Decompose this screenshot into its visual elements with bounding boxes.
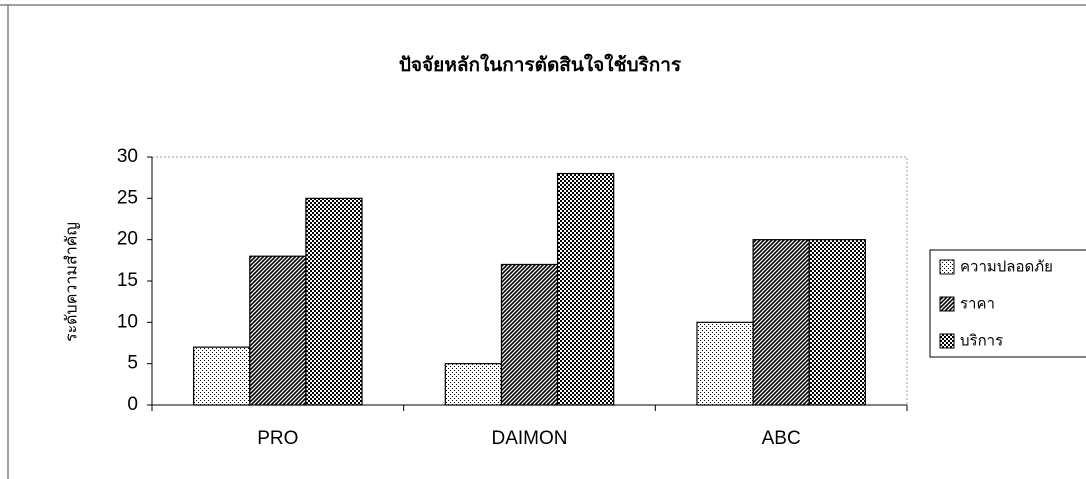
bar (808, 239, 866, 406)
y-tick-label: 30 (117, 146, 138, 167)
legend-label: ความปลอดภัย (960, 258, 1053, 276)
x-tick-label: PRO (257, 428, 298, 449)
bar (305, 197, 363, 406)
bar (556, 172, 615, 406)
y-tick-label: 15 (117, 270, 138, 291)
y-tick-label: 5 (127, 353, 138, 374)
y-tick-label: 20 (117, 229, 138, 250)
legend-label: ราคา (960, 295, 995, 313)
bar (752, 239, 810, 406)
legend-swatch (939, 259, 955, 275)
x-tick-label: ABC (762, 428, 801, 449)
y-axis-label: ระดับความสำคัญ (62, 222, 81, 342)
y-tick-label: 25 (117, 187, 138, 208)
bar (696, 321, 754, 406)
legend-box (929, 249, 1086, 358)
chart-title: ปัจจัยหลักในการตัดสินใจใช้บริการ (399, 53, 682, 76)
bar (249, 255, 307, 406)
y-tick-label: 0 (127, 394, 138, 415)
x-tick-label: DAIMON (492, 428, 568, 449)
bar (500, 263, 559, 406)
legend-swatch (939, 296, 955, 312)
bar (193, 346, 251, 406)
legend-label: บริการ (960, 332, 1003, 350)
y-tick-label: 10 (117, 311, 138, 332)
bar (444, 363, 503, 406)
legend-swatch (939, 333, 955, 349)
